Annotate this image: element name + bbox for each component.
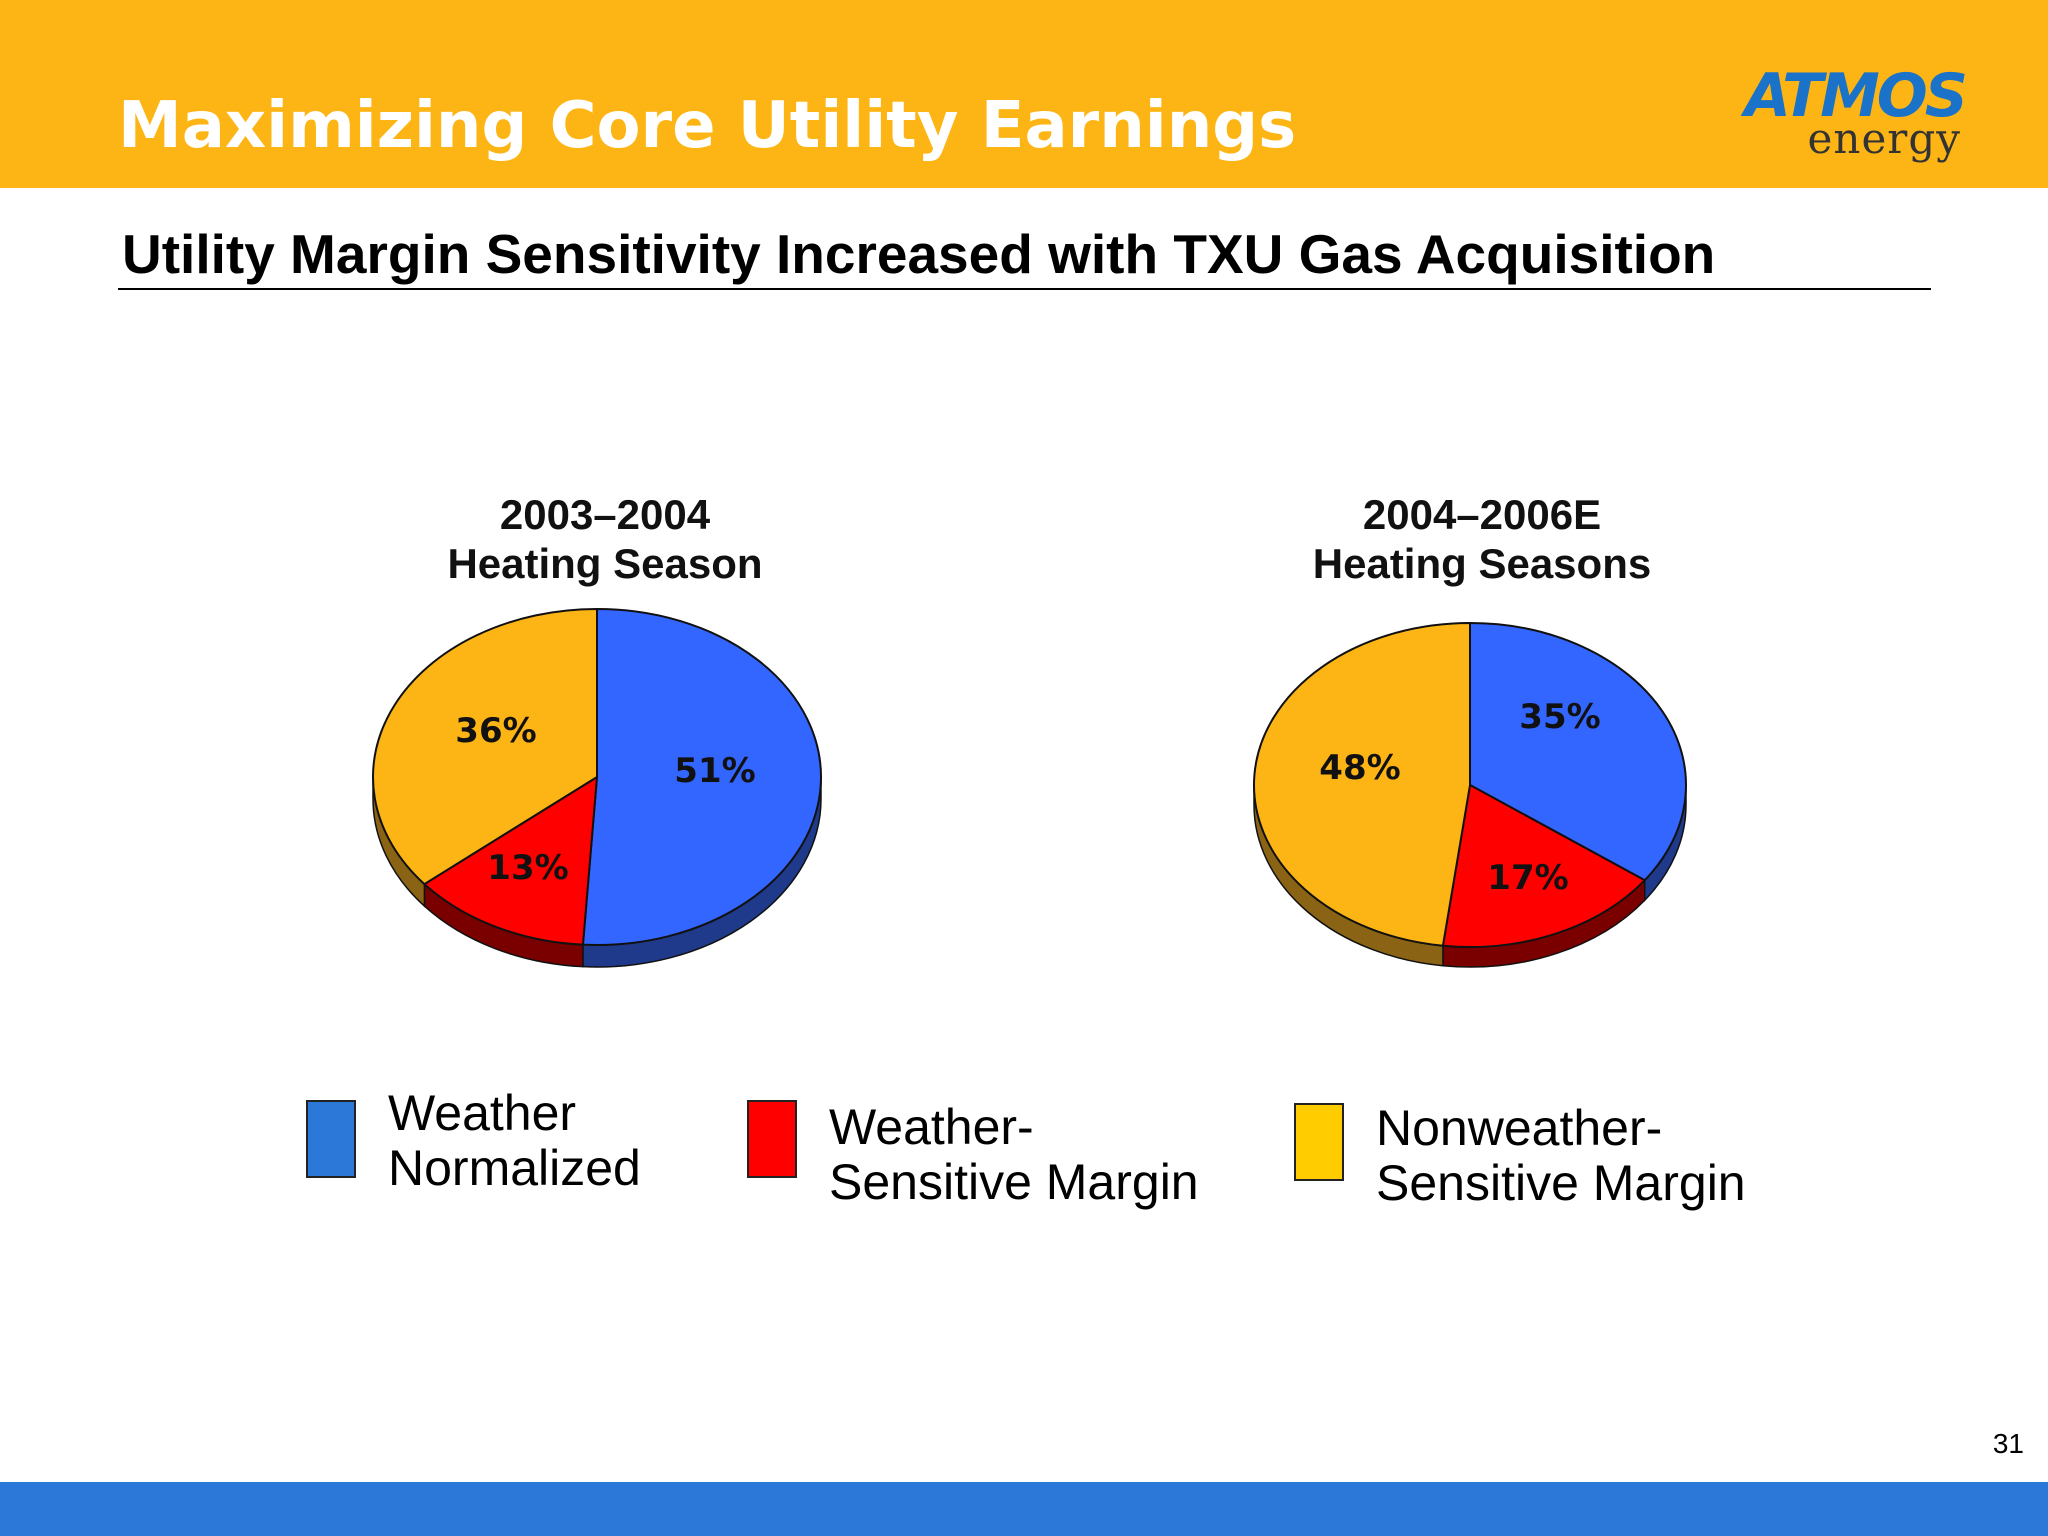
- pie-chart-2: 35% 17% 48%: [1253, 621, 1687, 968]
- legend-label-line1: Nonweather-: [1376, 1100, 1663, 1156]
- atmos-energy-logo: ATMOS energy: [1735, 61, 1968, 168]
- slide-title: Maximizing Core Utility Earnings: [118, 89, 1297, 163]
- legend-label-line2: Sensitive Margin: [829, 1154, 1199, 1210]
- legend-label-line1: Weather-: [829, 1099, 1034, 1155]
- legend-label-line2: Sensitive Margin: [1376, 1155, 1746, 1211]
- logo-sub-text: energy: [1807, 114, 1961, 163]
- pie-slice-label-weather-sensitive: 13%: [487, 848, 568, 888]
- legend-swatch-weather-normalized: [306, 1100, 356, 1178]
- slide-subtitle: Utility Margin Sensitivity Increased wit…: [122, 223, 1716, 285]
- page-number: 31: [1992, 1428, 2024, 1459]
- pie-slice-weather-normalized: [581, 607, 822, 946]
- pie-slice-weather-sensitive: [1441, 783, 1647, 948]
- pie-chart-1-title-line2: Heating Season: [447, 540, 763, 587]
- footer-band: [0, 1482, 2048, 1536]
- legend-swatch-nonweather-sensitive: [1294, 1103, 1344, 1181]
- subtitle-divider: [118, 288, 1931, 290]
- logo-brand-text: ATMOS: [1744, 61, 1968, 131]
- pie-slice-label-weather-normalized: 51%: [674, 751, 755, 791]
- pie-slice-nonweather-sensitive: [372, 607, 598, 886]
- legend-label-line1: Weather: [388, 1085, 577, 1141]
- legend-label-weather-normalized: Weather Normalized: [388, 1086, 868, 1196]
- legend-label-line2: Normalized: [388, 1140, 641, 1196]
- pie-slice-label-weather-sensitive: 17%: [1487, 858, 1568, 898]
- pie-chart-2-title-line1: 2004–2006E: [1362, 491, 1602, 538]
- pie-chart-2-title: 2004–2006E Heating Seasons: [1202, 490, 1762, 588]
- legend-swatch-weather-sensitive: [747, 1100, 797, 1178]
- pie-slice-label-nonweather-sensitive: 36%: [455, 711, 536, 751]
- pie-slice-nonweather-sensitive: [1253, 621, 1471, 947]
- pie-chart-1-title-line1: 2003–2004: [499, 491, 711, 538]
- legend-label-weather-sensitive: Weather- Sensitive Margin: [829, 1100, 1309, 1210]
- header-band: [0, 0, 2048, 188]
- pie-slice-label-nonweather-sensitive: 48%: [1319, 748, 1400, 788]
- pie-chart-2-title-line2: Heating Seasons: [1312, 540, 1652, 587]
- pie-slice-label-weather-normalized: 35%: [1519, 697, 1600, 737]
- legend-label-nonweather-sensitive: Nonweather- Sensitive Margin: [1376, 1101, 1856, 1211]
- pie-slice-weather-sensitive: [422, 775, 599, 946]
- pie-chart-1: 51% 13% 36%: [372, 607, 822, 968]
- pie-slice-weather-normalized: [1469, 621, 1687, 882]
- pie-chart-1-title: 2003–2004 Heating Season: [325, 490, 885, 588]
